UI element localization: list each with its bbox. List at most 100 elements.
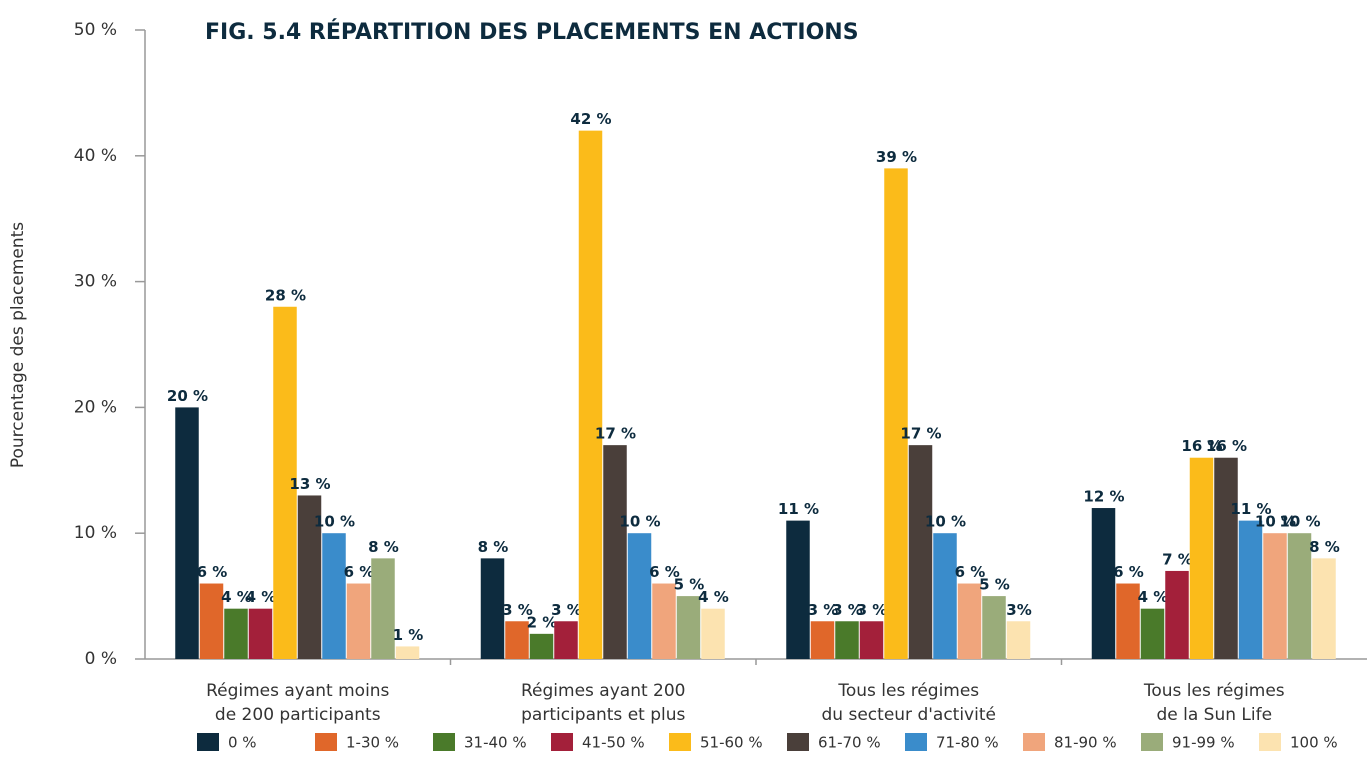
value-label: 39 % [876, 148, 917, 166]
bar [1140, 608, 1165, 659]
bar [1263, 533, 1287, 659]
bar [835, 621, 859, 659]
value-label: 11 % [1230, 500, 1271, 518]
value-label: 3 % [832, 601, 863, 619]
bar [908, 445, 933, 659]
value-label: 6 % [197, 563, 228, 581]
value-label: 4 % [1138, 588, 1169, 606]
value-label: 12 % [1083, 488, 1124, 506]
value-label: 4 % [221, 588, 252, 606]
bar [248, 608, 273, 659]
chart-title: FIG. 5.4 RÉPARTITION DES PLACEMENTS EN A… [205, 19, 859, 45]
value-label: 6 % [649, 563, 680, 581]
x-tick-label: Tous les régimes [1143, 681, 1285, 701]
bar [297, 495, 322, 659]
legend-swatch [315, 733, 337, 751]
bar [529, 633, 554, 659]
bar [603, 445, 627, 659]
legend-swatch [197, 733, 219, 751]
value-label: 3 % [502, 601, 533, 619]
bar [578, 130, 603, 659]
value-label: 8 % [478, 538, 509, 556]
bar [395, 646, 420, 659]
bar [810, 621, 835, 659]
y-tick-label: 50 % [74, 20, 117, 40]
y-tick-label: 10 % [74, 523, 117, 543]
value-label: 16 % [1181, 437, 1222, 455]
bar [786, 520, 810, 659]
legend-swatch [787, 733, 809, 751]
x-tick-label: Régimes ayant moins [206, 681, 389, 701]
bar [1287, 533, 1312, 659]
legend-swatch [1023, 733, 1045, 751]
value-label: 42 % [570, 110, 611, 128]
y-tick-label: 40 % [74, 146, 117, 166]
legend-label: 31-40 % [464, 734, 527, 752]
value-label: 5 % [674, 576, 705, 594]
value-label: 4 % [246, 588, 277, 606]
bar [175, 407, 199, 659]
value-label: 13 % [289, 475, 330, 493]
bar [652, 583, 676, 659]
value-label: 7 % [1162, 550, 1193, 568]
y-tick-label: 20 % [74, 397, 117, 417]
legend-swatch [551, 733, 573, 751]
value-label: 5 % [979, 576, 1010, 594]
legend-swatch [1259, 733, 1281, 751]
value-label: 4 % [698, 588, 729, 606]
legend-label: 0 % [228, 734, 257, 752]
value-label: 10 % [619, 513, 660, 531]
value-label: 2 % [527, 613, 558, 631]
value-label: 28 % [265, 286, 306, 304]
value-label: 3 % [857, 601, 888, 619]
value-label: 3 % [551, 601, 582, 619]
bar [1189, 457, 1214, 659]
bar [933, 533, 957, 659]
value-label: 1 % [393, 626, 424, 644]
value-label: 3% [1006, 601, 1031, 619]
bar [1312, 558, 1336, 659]
bar [982, 596, 1006, 659]
x-tick-label: de la Sun Life [1156, 705, 1272, 725]
bar [371, 558, 395, 659]
bar [273, 306, 297, 659]
bar [676, 596, 701, 659]
bar [627, 533, 652, 659]
legend-swatch [905, 733, 927, 751]
legend-label: 61-70 % [818, 734, 881, 752]
legend-label: 91-99 % [1172, 734, 1235, 752]
bar [1214, 457, 1238, 659]
legend-swatch [1141, 733, 1163, 751]
y-axis-label: Pourcentage des placements [8, 222, 28, 468]
legend-label: 51-60 % [700, 734, 763, 752]
bar [1165, 570, 1189, 659]
value-label: 10 % [314, 513, 355, 531]
value-label: 17 % [900, 425, 941, 443]
x-tick-label: Régimes ayant 200 [521, 681, 686, 701]
x-tick-label: participants et plus [521, 705, 685, 725]
bar [1091, 508, 1116, 659]
bar [1006, 621, 1031, 659]
bar [224, 608, 248, 659]
bar [1116, 583, 1140, 659]
value-label: 8 % [368, 538, 399, 556]
y-tick-label: 30 % [74, 272, 117, 292]
x-tick-label: Tous les régimes [837, 681, 979, 701]
value-label: 11 % [778, 500, 819, 518]
bar [957, 583, 982, 659]
bar [346, 583, 371, 659]
legend-swatch [433, 733, 455, 751]
value-label: 6 % [344, 563, 375, 581]
x-tick-label: de 200 participants [215, 705, 381, 725]
bar [859, 621, 884, 659]
value-label: 10 % [1255, 513, 1296, 531]
bar [884, 168, 908, 659]
bar [554, 621, 578, 659]
value-label: 3 % [808, 601, 839, 619]
bar [480, 558, 505, 659]
bar [1238, 520, 1263, 659]
value-label: 6 % [955, 563, 986, 581]
legend-label: 81-90 % [1054, 734, 1117, 752]
legend-label: 100 % [1290, 734, 1338, 752]
